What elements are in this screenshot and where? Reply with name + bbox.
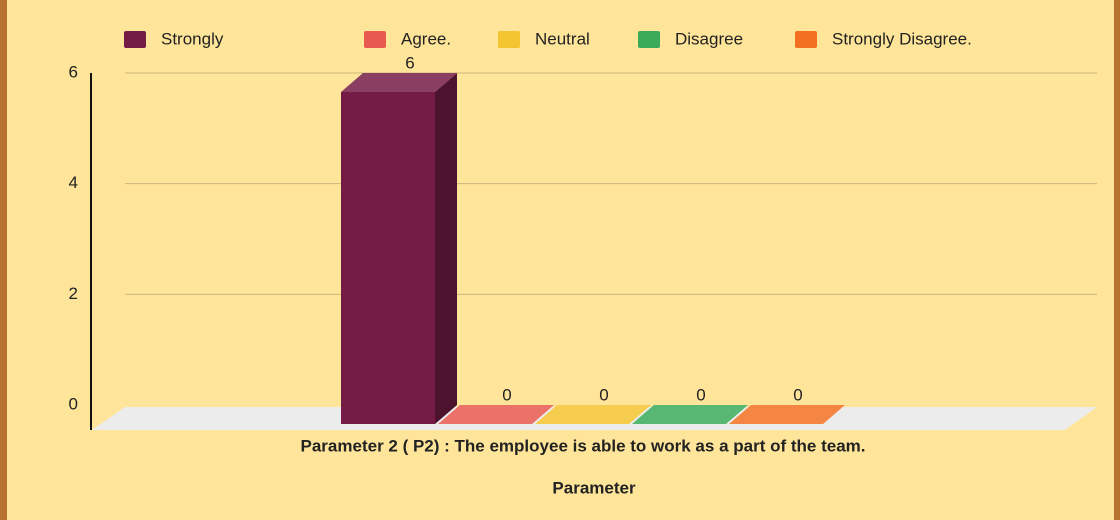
legend-label: Neutral <box>535 29 590 48</box>
y-tick-label: 6 <box>69 62 78 81</box>
bar-top <box>632 405 748 424</box>
legend-swatch <box>795 31 817 48</box>
bar <box>535 405 651 424</box>
legend-label: Strongly <box>161 29 224 48</box>
legend-swatch <box>124 31 146 48</box>
bar-top <box>729 405 845 424</box>
bar <box>632 405 748 424</box>
bar <box>341 73 457 424</box>
bar-side <box>435 73 457 424</box>
bar-top <box>438 405 554 424</box>
right-border <box>1114 0 1120 520</box>
x-axis-title: Parameter <box>552 478 636 497</box>
bar <box>729 405 845 424</box>
legend-swatch <box>638 31 660 48</box>
data-label: 0 <box>502 385 511 404</box>
data-label: 6 <box>405 53 414 72</box>
left-border <box>0 0 7 520</box>
data-label: 0 <box>696 385 705 404</box>
legend-label: Strongly Disagree. <box>832 29 972 48</box>
legend-label: Agree. <box>401 29 451 48</box>
data-label: 0 <box>793 385 802 404</box>
y-tick-label: 2 <box>69 284 78 303</box>
data-label: 0 <box>599 385 608 404</box>
bar-top <box>535 405 651 424</box>
x-tick-label: Parameter 2 ( P2) : The employee is able… <box>301 436 866 455</box>
bar-front <box>341 92 435 424</box>
y-tick-label: 0 <box>69 394 78 413</box>
legend-swatch <box>364 31 386 48</box>
y-tick-label: 4 <box>69 173 78 192</box>
bar-top <box>341 73 457 92</box>
legend-swatch <box>498 31 520 48</box>
bar <box>438 405 554 424</box>
legend-label: Disagree <box>675 29 743 48</box>
